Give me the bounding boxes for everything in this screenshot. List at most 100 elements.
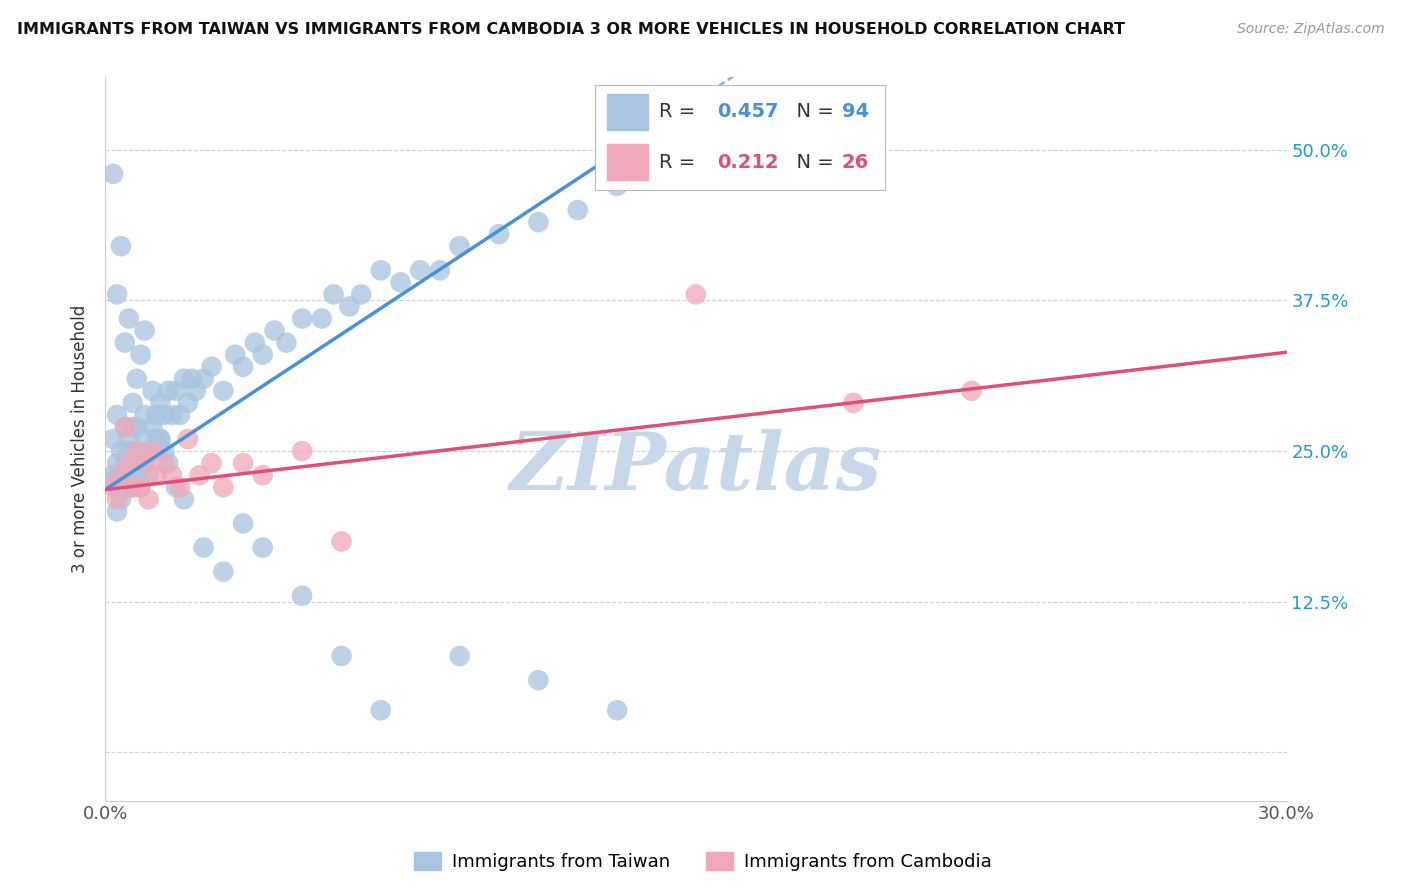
Point xyxy=(121,480,143,494)
Point xyxy=(370,263,392,277)
Point xyxy=(212,384,235,398)
Point xyxy=(121,456,143,470)
Point xyxy=(330,648,353,663)
Point xyxy=(138,468,160,483)
Point xyxy=(160,468,183,483)
Point xyxy=(232,456,254,470)
Point xyxy=(134,456,156,470)
Point xyxy=(212,565,235,579)
Point xyxy=(110,444,132,458)
Point xyxy=(193,372,215,386)
Point xyxy=(98,474,121,488)
Point xyxy=(110,492,132,507)
Point xyxy=(184,384,207,398)
Text: IMMIGRANTS FROM TAIWAN VS IMMIGRANTS FROM CAMBODIA 3 OR MORE VEHICLES IN HOUSEHO: IMMIGRANTS FROM TAIWAN VS IMMIGRANTS FRO… xyxy=(17,22,1125,37)
Point xyxy=(129,480,152,494)
Point xyxy=(145,468,167,483)
Point xyxy=(149,432,172,446)
Point xyxy=(118,444,141,458)
Point xyxy=(125,444,148,458)
Point xyxy=(114,480,136,494)
Point xyxy=(177,396,200,410)
Point xyxy=(134,456,156,470)
Point xyxy=(105,456,128,470)
Point xyxy=(118,480,141,494)
Point xyxy=(101,468,124,483)
Point xyxy=(110,468,132,483)
Point xyxy=(101,432,124,446)
Point xyxy=(330,534,353,549)
Point xyxy=(141,444,163,458)
Point xyxy=(173,372,195,386)
Point xyxy=(173,492,195,507)
Point xyxy=(114,456,136,470)
Point xyxy=(141,384,163,398)
Point xyxy=(350,287,373,301)
Point xyxy=(200,359,222,374)
Point xyxy=(243,335,266,350)
Point xyxy=(160,408,183,422)
Point xyxy=(153,456,176,470)
Point xyxy=(232,516,254,531)
Point xyxy=(153,408,176,422)
Point xyxy=(322,287,344,301)
Point xyxy=(125,372,148,386)
Point xyxy=(134,432,156,446)
Point xyxy=(105,504,128,518)
Point xyxy=(212,480,235,494)
Point xyxy=(960,384,983,398)
Point xyxy=(429,263,451,277)
Point xyxy=(224,348,246,362)
Point xyxy=(141,444,163,458)
Point xyxy=(149,432,172,446)
Point xyxy=(114,480,136,494)
Point xyxy=(252,541,274,555)
Point xyxy=(409,263,432,277)
Point xyxy=(125,468,148,483)
Point xyxy=(105,408,128,422)
Point xyxy=(114,420,136,434)
Point xyxy=(134,408,156,422)
Point xyxy=(138,444,160,458)
Point xyxy=(311,311,333,326)
Point xyxy=(263,324,285,338)
Point xyxy=(449,239,471,253)
Point xyxy=(157,384,180,398)
Point xyxy=(129,348,152,362)
Point xyxy=(842,396,865,410)
Point xyxy=(145,408,167,422)
Point xyxy=(291,311,314,326)
Point xyxy=(157,456,180,470)
Point xyxy=(110,239,132,253)
Point xyxy=(134,324,156,338)
Point xyxy=(177,432,200,446)
Point xyxy=(193,541,215,555)
Text: Source: ZipAtlas.com: Source: ZipAtlas.com xyxy=(1237,22,1385,37)
Point xyxy=(567,202,589,217)
Point xyxy=(138,492,160,507)
Point xyxy=(291,589,314,603)
Point xyxy=(200,456,222,470)
Point xyxy=(389,276,412,290)
Point xyxy=(606,703,628,717)
Point xyxy=(105,492,128,507)
Point xyxy=(606,178,628,193)
Point xyxy=(129,456,152,470)
Y-axis label: 3 or more Vehicles in Household: 3 or more Vehicles in Household xyxy=(72,305,89,574)
Point xyxy=(101,480,124,494)
Point xyxy=(252,468,274,483)
Point xyxy=(165,384,187,398)
Point xyxy=(685,287,707,301)
Point xyxy=(165,480,187,494)
Point xyxy=(121,420,143,434)
Point xyxy=(232,359,254,374)
Point xyxy=(527,215,550,229)
Point xyxy=(125,420,148,434)
Point xyxy=(149,396,172,410)
Point xyxy=(188,468,211,483)
Point xyxy=(488,227,510,241)
Text: ZIPatlas: ZIPatlas xyxy=(510,429,882,507)
Point xyxy=(118,468,141,483)
Point xyxy=(145,432,167,446)
Point xyxy=(121,480,143,494)
